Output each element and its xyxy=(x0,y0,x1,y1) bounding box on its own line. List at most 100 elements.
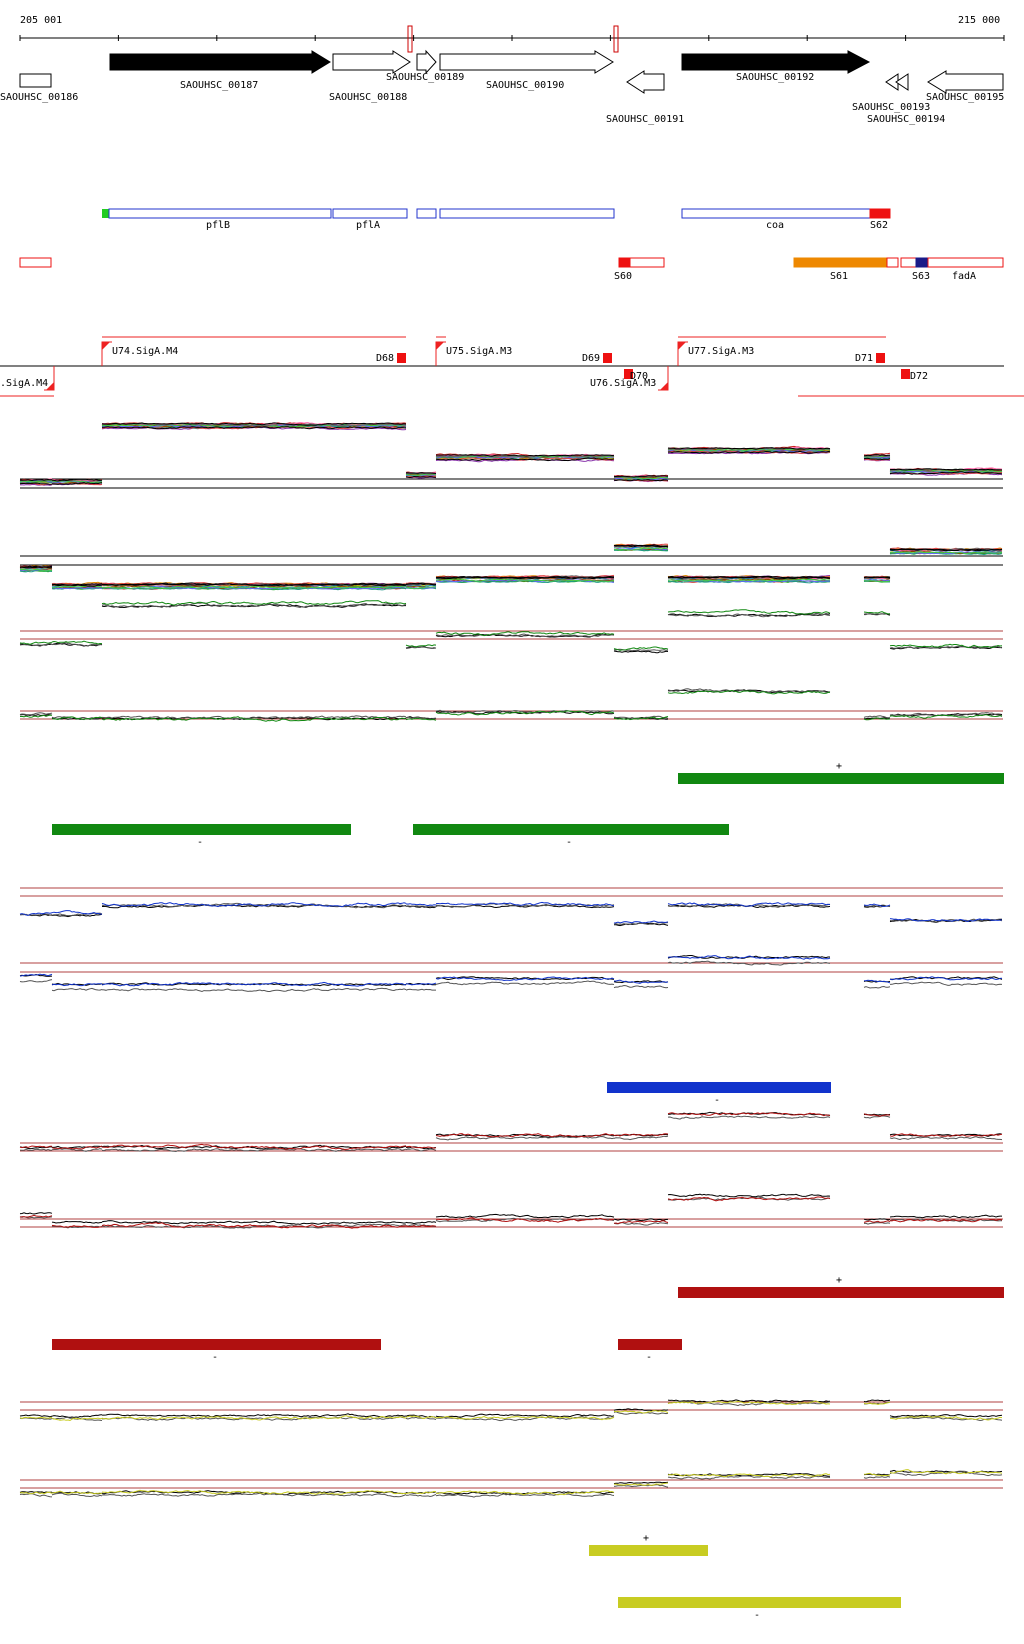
condition-bar[interactable]: + xyxy=(678,761,1004,784)
expression-trace xyxy=(19,480,53,483)
gene-arrow[interactable] xyxy=(439,50,614,74)
annotation-feature[interactable]: S61 xyxy=(793,257,899,282)
segment-bar[interactable] xyxy=(618,1339,682,1350)
gene-arrow[interactable] xyxy=(927,70,1004,94)
gene-feature[interactable]: SAOUHSC_00187 xyxy=(109,50,331,91)
annotation-box[interactable] xyxy=(869,208,891,219)
gene-arrow[interactable] xyxy=(109,50,331,74)
gene-label: SAOUHSC_00191 xyxy=(606,114,684,125)
expression-trace xyxy=(889,645,1003,649)
expression-trace xyxy=(613,716,669,721)
condition-bar[interactable]: - xyxy=(607,1082,831,1106)
annotation-box[interactable] xyxy=(108,208,332,219)
gene-arrow[interactable] xyxy=(681,50,871,74)
annotation-box[interactable] xyxy=(19,257,52,268)
promoter-feature[interactable]: U76.SigA.M3 xyxy=(590,366,669,391)
gene-feature[interactable]: SAOUHSC_00191 xyxy=(606,70,684,125)
annotation-feature[interactable]: S62 xyxy=(869,208,891,231)
terminator-box[interactable] xyxy=(624,369,633,379)
expression-trace xyxy=(51,1148,103,1152)
promoter-feature[interactable]: .SigA.M4 xyxy=(0,366,55,391)
gene-feature[interactable]: SAOUHSC_00195 xyxy=(926,70,1004,103)
annotation-box[interactable] xyxy=(416,208,437,219)
terminator-feature[interactable]: D72 xyxy=(901,369,928,382)
annotation-box[interactable] xyxy=(927,257,1004,268)
terminator-box[interactable] xyxy=(603,353,612,363)
expression-trace xyxy=(405,1415,437,1420)
condition-bar[interactable]: - xyxy=(618,1597,901,1621)
gene-arrow[interactable] xyxy=(416,49,437,75)
terminator-feature[interactable]: D68 xyxy=(376,353,406,364)
annotation-box[interactable] xyxy=(793,257,887,268)
condition-bar[interactable]: - xyxy=(52,1339,381,1363)
segment-bar[interactable] xyxy=(413,824,729,835)
expression-trace xyxy=(51,640,103,645)
gene-arrow[interactable] xyxy=(895,73,909,91)
annotation-box[interactable] xyxy=(886,257,899,268)
gene-feature[interactable]: SAOUHSC_00192 xyxy=(681,50,871,83)
gene-arrow[interactable] xyxy=(332,50,411,74)
gene-feature[interactable]: SAOUHSC_00190 xyxy=(439,50,614,91)
annotation-feature[interactable] xyxy=(439,208,615,219)
terminator-box[interactable] xyxy=(397,353,406,363)
terminator-box[interactable] xyxy=(876,353,885,363)
annotation-box[interactable] xyxy=(439,208,615,219)
segment-bar[interactable] xyxy=(678,1287,1004,1298)
expression-trace xyxy=(101,982,407,987)
annotation-feature[interactable]: pflB xyxy=(108,208,332,231)
segment-bar[interactable] xyxy=(52,824,351,835)
condition-bar[interactable]: - xyxy=(618,1339,682,1363)
annotation-box[interactable] xyxy=(629,257,665,268)
expression-trace xyxy=(51,1492,103,1498)
expression-trace xyxy=(51,912,103,917)
annotation-box[interactable] xyxy=(900,257,917,268)
expression-trace xyxy=(101,1489,407,1495)
condition-bar[interactable]: - xyxy=(52,824,351,848)
promoter-feature[interactable]: U77.SigA.M3 xyxy=(677,341,754,366)
gene-arrow[interactable] xyxy=(626,70,665,94)
terminator-feature[interactable]: D71 xyxy=(855,353,885,364)
annotation-box[interactable] xyxy=(681,208,871,219)
condition-bar[interactable]: + xyxy=(678,1275,1004,1298)
gene-feature[interactable]: SAOUHSC_00193 xyxy=(852,73,930,113)
annotation-box-filled[interactable] xyxy=(618,257,631,268)
annotation-feature[interactable]: coa xyxy=(681,208,871,231)
terminator-feature[interactable]: D69 xyxy=(582,353,612,364)
ruler-marker[interactable] xyxy=(613,25,619,53)
annotation-feature[interactable]: S60 xyxy=(614,257,665,282)
expression-trace xyxy=(405,1490,437,1495)
gene-box[interactable] xyxy=(19,73,52,88)
condition-bar[interactable]: + xyxy=(589,1533,708,1556)
annotation-feature[interactable]: pflA xyxy=(332,208,408,231)
expression-trace xyxy=(613,980,669,984)
segment-bar[interactable] xyxy=(618,1597,901,1608)
promoter-feature[interactable]: U75.SigA.M3 xyxy=(435,341,512,366)
condition-bar[interactable]: - xyxy=(413,824,729,848)
segment-strand-label: - xyxy=(566,837,572,848)
gene-feature[interactable]: SAOUHSC_00186 xyxy=(0,73,78,103)
annotation-feature[interactable]: S63 xyxy=(900,257,930,282)
segment-bar[interactable] xyxy=(607,1082,831,1093)
segment-bar[interactable] xyxy=(589,1545,708,1556)
annotation-box[interactable] xyxy=(332,208,408,219)
annotation-feature[interactable] xyxy=(416,208,437,219)
terminator-box[interactable] xyxy=(901,369,910,379)
annotation-feature[interactable]: fadA xyxy=(927,257,1004,282)
segment-bar[interactable] xyxy=(52,1339,381,1350)
gene-feature[interactable]: SAOUHSC_00189 xyxy=(386,49,464,83)
annotation-feature[interactable] xyxy=(19,257,52,268)
gene-feature[interactable]: SAOUHSC_00194 xyxy=(867,73,945,125)
expression-panel-yellow-minus xyxy=(19,1469,1003,1498)
expression-trace xyxy=(19,478,53,482)
gene-feature[interactable]: SAOUHSC_00188 xyxy=(329,50,411,103)
promoter-feature[interactable]: U74.SigA.M4 xyxy=(101,341,178,366)
expression-trace xyxy=(613,544,669,548)
ruler-marker[interactable] xyxy=(407,25,413,53)
annotation-box-filled[interactable] xyxy=(915,257,929,268)
expression-trace xyxy=(613,984,669,989)
segment-bar[interactable] xyxy=(678,773,1004,784)
terminator-feature[interactable]: D70 xyxy=(624,369,648,382)
expression-trace xyxy=(863,715,891,719)
segment-strand-label: - xyxy=(197,837,203,848)
expression-trace xyxy=(863,1401,891,1406)
